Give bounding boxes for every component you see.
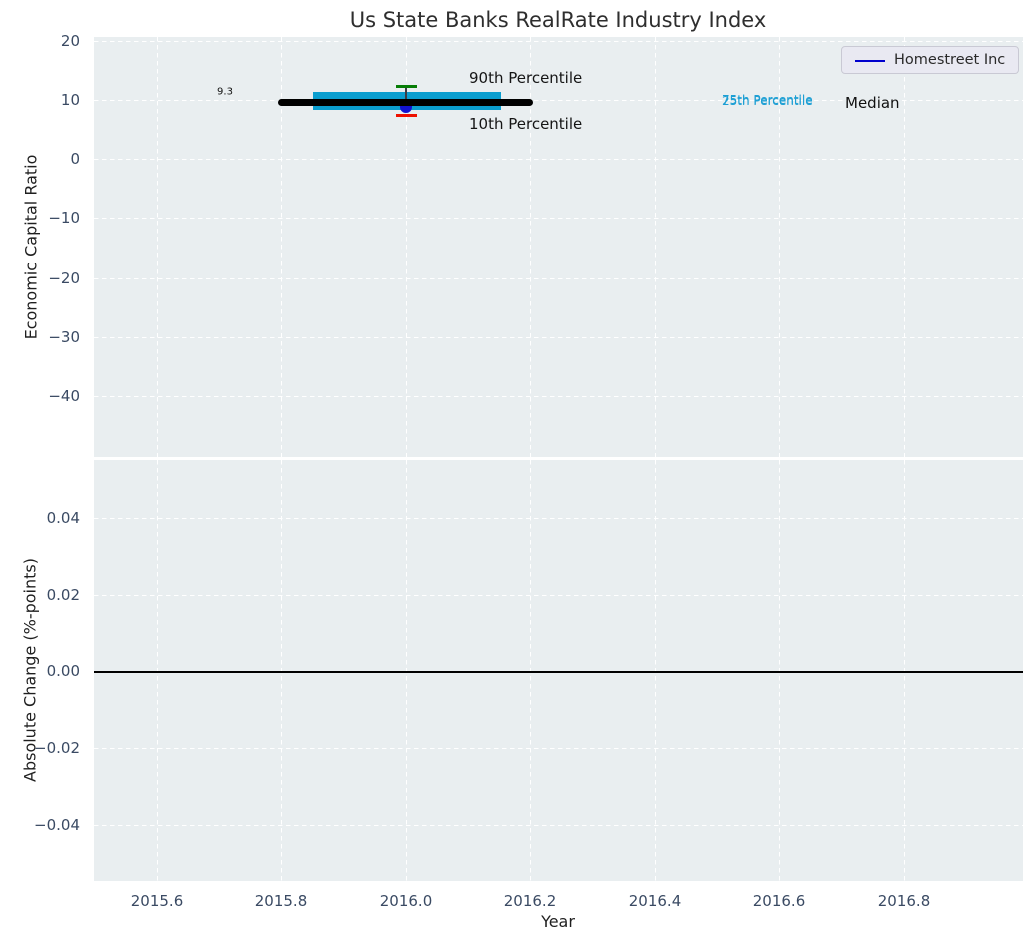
y-tick-label: −0.04 [34, 816, 80, 834]
bottom-plot-area [94, 460, 1023, 881]
gridline-vertical [779, 37, 781, 457]
median-value-label: 9.3 [217, 86, 233, 97]
gridline-vertical [406, 37, 408, 457]
zero-reference-line [94, 670, 1023, 673]
gridline-horizontal [94, 518, 1023, 520]
gridline-horizontal [94, 100, 1023, 102]
x-tick-label: 2015.6 [130, 892, 184, 910]
p90-cap-marker [395, 84, 417, 88]
gridline-vertical [655, 37, 657, 457]
gridline-horizontal [94, 278, 1023, 280]
x-tick-label: 2016.6 [752, 892, 806, 910]
p25-annotation: 25th Percentile [722, 94, 813, 108]
y-tick-label: −20 [48, 269, 80, 287]
legend-entry-label: Homestreet Inc [894, 52, 1006, 68]
median-line [278, 99, 533, 106]
top-y-axis-title: Economic Capital Ratio [21, 154, 41, 340]
x-tick-label: 2016.2 [503, 892, 557, 910]
gridline-horizontal [94, 218, 1023, 220]
y-tick-label: 10 [60, 91, 80, 109]
gridline-horizontal [94, 595, 1023, 597]
y-tick-label: 0.00 [46, 662, 80, 680]
y-tick-label: −0.02 [34, 739, 80, 757]
gridline-vertical [904, 37, 906, 457]
p10-annotation: 10th Percentile [469, 114, 583, 133]
legend-box: Homestreet Inc [841, 46, 1019, 74]
top-plot-area: 9.3 90th Percentile 10th Percentile 75th… [94, 37, 1023, 457]
median-annotation: Median [845, 93, 900, 112]
p90-annotation: 90th Percentile [469, 69, 583, 87]
percentile-whisker-line [405, 87, 407, 108]
gridline-horizontal [94, 748, 1023, 750]
gridline-horizontal [94, 825, 1023, 827]
y-tick-label: 20 [60, 32, 80, 50]
y-tick-label: 0.02 [46, 586, 80, 604]
x-tick-label: 2015.8 [254, 892, 308, 910]
gridline-horizontal [94, 337, 1023, 339]
chart-title: Us State Banks RealRate Industry Index [349, 8, 767, 32]
p10-cap-marker [395, 113, 417, 117]
y-tick-label: −40 [48, 387, 80, 405]
p75-annotation: 75th Percentile [722, 93, 813, 107]
x-tick-label: 2016.0 [379, 892, 433, 910]
y-tick-label: 0.04 [46, 509, 80, 527]
y-tick-label: −10 [48, 209, 80, 227]
gridline-vertical [530, 37, 532, 457]
y-tick-label: 0 [70, 150, 80, 168]
gridline-vertical [281, 37, 283, 457]
bottom-y-axis-title: Absolute Change (%-points) [20, 558, 40, 782]
gridline-vertical [157, 37, 159, 457]
gridline-horizontal [94, 159, 1023, 161]
legend-line-swatch [855, 59, 885, 63]
x-tick-label: 2016.4 [628, 892, 682, 910]
x-tick-label: 2016.8 [877, 892, 931, 910]
y-tick-label: −30 [48, 328, 80, 346]
gridline-horizontal [94, 396, 1023, 398]
x-axis-title: Year [541, 912, 575, 931]
gridline-horizontal [94, 41, 1023, 43]
